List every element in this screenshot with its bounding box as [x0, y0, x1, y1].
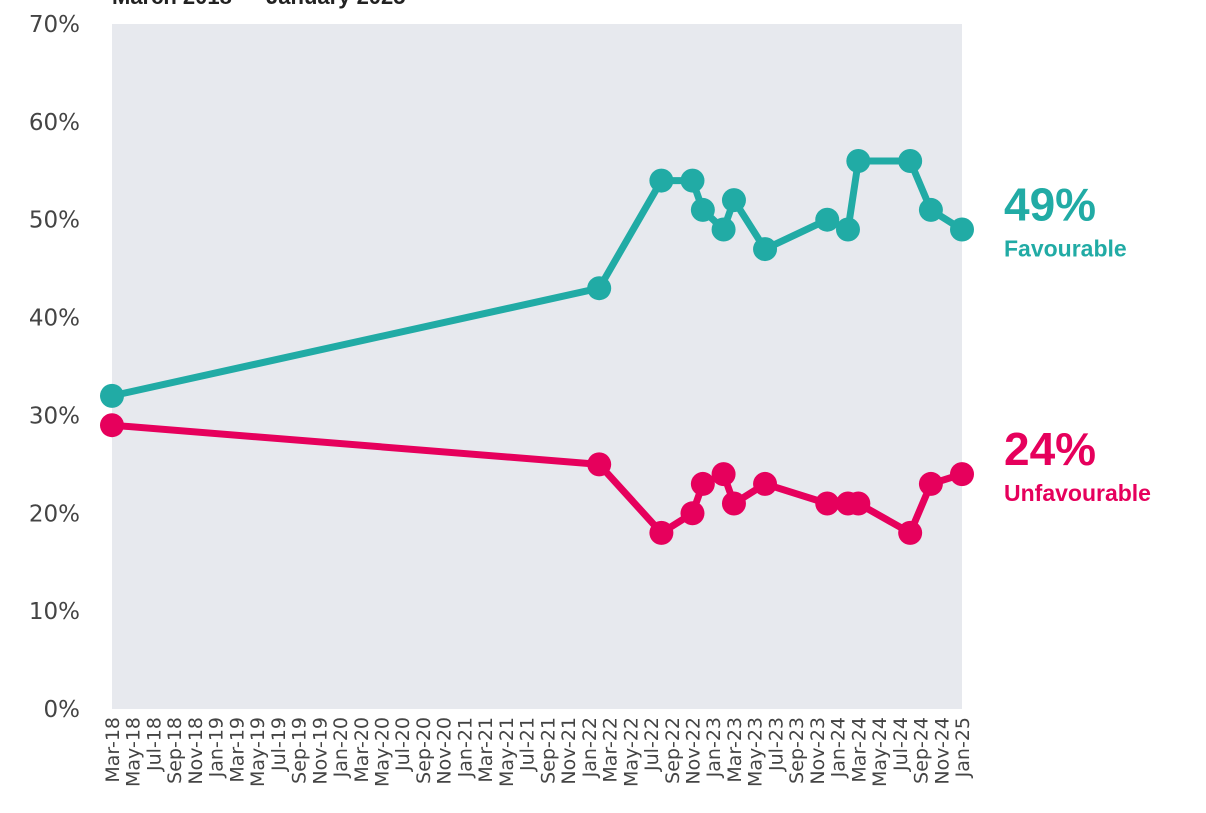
x-tick-label: May-18	[123, 717, 145, 787]
x-tick-label: Mar-19	[226, 717, 248, 783]
data-point-unfavourable	[649, 520, 674, 545]
data-point-favourable	[898, 149, 923, 173]
x-axis: Mar-18May-18Jul-18Sep-18Nov-18Jan-19Mar-…	[102, 717, 974, 787]
x-tick-label: Jul-21	[517, 717, 539, 772]
end-value-favourable: 49%	[1004, 179, 1096, 231]
y-tick-label: 30%	[29, 403, 80, 429]
data-point-unfavourable	[950, 462, 974, 487]
data-point-unfavourable	[587, 452, 612, 477]
data-point-favourable	[690, 197, 715, 222]
data-point-favourable	[918, 197, 943, 222]
x-tick-label: Jul-20	[392, 717, 414, 772]
x-tick-label: Nov-23	[807, 717, 829, 785]
end-value-unfavourable: 24%	[1004, 423, 1096, 475]
data-point-favourable	[711, 217, 736, 242]
x-tick-label: Mar-21	[475, 717, 497, 783]
data-point-unfavourable	[898, 520, 923, 545]
series-layer	[100, 149, 974, 545]
y-tick-label: 20%	[29, 501, 80, 527]
x-tick-label: Jan-22	[579, 717, 601, 778]
x-tick-label: Mar-18	[102, 717, 124, 783]
data-point-unfavourable	[100, 413, 124, 438]
data-point-favourable	[649, 168, 674, 193]
x-tick-label: Jan-19	[206, 717, 228, 778]
x-tick-label: May-23	[745, 717, 767, 787]
data-point-unfavourable	[690, 471, 715, 496]
x-tick-label: Jul-22	[641, 717, 663, 772]
x-tick-label: Jan-20	[330, 717, 352, 778]
x-tick-label: Nov-24	[931, 717, 953, 785]
x-tick-label: Jan-24	[828, 717, 850, 778]
x-tick-label: Mar-24	[848, 717, 870, 783]
data-point-favourable	[100, 383, 124, 408]
y-tick-label: 0%	[44, 697, 81, 723]
y-tick-label: 10%	[29, 599, 80, 625]
end-label-unfavourable: Unfavourable	[1004, 480, 1151, 506]
x-tick-label: May-21	[496, 717, 518, 787]
x-tick-label: Sep-18	[164, 717, 186, 784]
y-tick-label: 40%	[29, 306, 80, 332]
data-point-unfavourable	[846, 491, 871, 516]
data-point-unfavourable	[711, 462, 736, 487]
x-tick-label: Jan-25	[952, 717, 974, 778]
x-tick-label: Jul-18	[143, 717, 165, 772]
data-point-favourable	[835, 217, 860, 242]
y-tick-label: 60%	[29, 110, 80, 136]
x-tick-label: Jul-19	[268, 717, 290, 772]
x-tick-label: Mar-23	[724, 717, 746, 783]
data-point-favourable	[753, 237, 778, 262]
x-tick-label: Sep-22	[662, 717, 684, 784]
x-tick-label: Nov-21	[558, 717, 580, 785]
data-point-favourable	[680, 168, 705, 193]
x-tick-label: May-20	[372, 717, 394, 787]
x-tick-label: Mar-22	[600, 717, 622, 783]
chart-subtitle: March 2018 — January 2025	[112, 0, 406, 9]
y-tick-label: 50%	[29, 208, 80, 234]
x-tick-label: May-19	[247, 717, 269, 787]
x-tick-label: Sep-24	[911, 717, 933, 784]
end-labels: 49% Favourable 24% Unfavourable	[1004, 179, 1151, 507]
x-tick-label: Jan-23	[703, 717, 725, 778]
data-point-unfavourable	[753, 471, 778, 496]
data-point-favourable	[815, 207, 840, 232]
data-point-unfavourable	[918, 471, 943, 496]
data-point-unfavourable	[815, 491, 840, 516]
x-tick-label: Nov-22	[682, 717, 704, 785]
data-point-favourable	[587, 276, 612, 301]
data-point-unfavourable	[721, 491, 746, 516]
x-tick-label: Sep-20	[413, 717, 435, 784]
x-tick-label: Sep-21	[537, 717, 559, 784]
data-point-favourable	[721, 188, 746, 213]
y-axis: 0% 10% 20% 30% 40% 50% 60% 70%	[29, 12, 80, 723]
y-tick-label: 70%	[29, 12, 80, 38]
x-tick-label: Mar-20	[351, 717, 373, 783]
x-tick-label: Sep-23	[786, 717, 808, 784]
x-tick-label: Nov-20	[434, 717, 456, 785]
x-tick-label: Nov-18	[185, 717, 207, 785]
x-tick-label: Jan-21	[454, 717, 476, 778]
x-tick-label: Jul-23	[765, 717, 787, 772]
x-tick-label: May-24	[869, 717, 891, 787]
x-tick-label: Nov-19	[309, 717, 331, 785]
data-point-favourable	[950, 217, 974, 242]
x-tick-label: May-22	[620, 717, 642, 787]
x-tick-label: Sep-19	[289, 717, 311, 784]
data-point-unfavourable	[680, 501, 705, 526]
end-label-favourable: Favourable	[1004, 236, 1127, 262]
data-point-favourable	[846, 149, 871, 173]
x-tick-label: Jul-24	[890, 717, 912, 772]
